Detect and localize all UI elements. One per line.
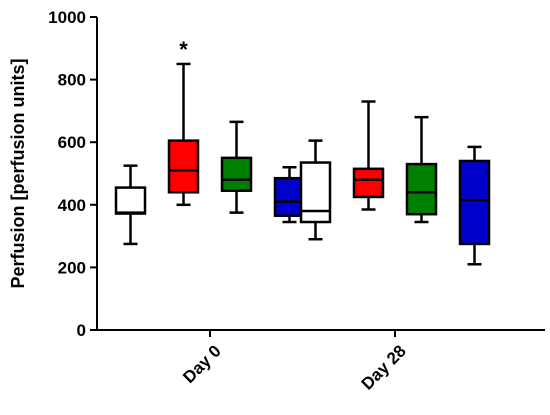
box-iqr [167,139,200,194]
box-day-0-4 [273,165,306,224]
y-tick-label: 800 [58,71,86,90]
significance-asterisk: * [179,37,188,62]
box-day-28-3 [405,115,438,224]
box-day-0-2 [167,62,200,207]
box-iqr [114,186,147,215]
axes [90,16,545,337]
box-day-28-4 [458,145,491,266]
y-tick-label: 200 [58,258,86,277]
y-axis-label: Perfusion [perfusion units] [8,58,28,288]
box-iqr [220,156,253,192]
x-tick-label: Day 0 [179,341,225,387]
labels: 0 200 400 600 800 1000 Perfusion [perfusion un… [8,8,410,394]
box-day-28-1 [299,139,332,241]
box-iqr [273,176,306,218]
y-tick-label: 0 [77,321,86,340]
box-day-28-2 [352,100,385,211]
y-tick-label: 600 [58,133,86,152]
boxes [114,62,491,266]
box-iqr [352,167,385,199]
box-day-0-1 [114,164,147,246]
box-iqr [299,161,332,224]
box-iqr [458,159,491,246]
box-day-0-3 [220,120,253,214]
box-iqr [405,162,438,216]
x-tick-label: Day 28 [358,341,410,393]
y-tick-label: 400 [58,196,86,215]
y-tick-label: 1000 [48,8,86,27]
